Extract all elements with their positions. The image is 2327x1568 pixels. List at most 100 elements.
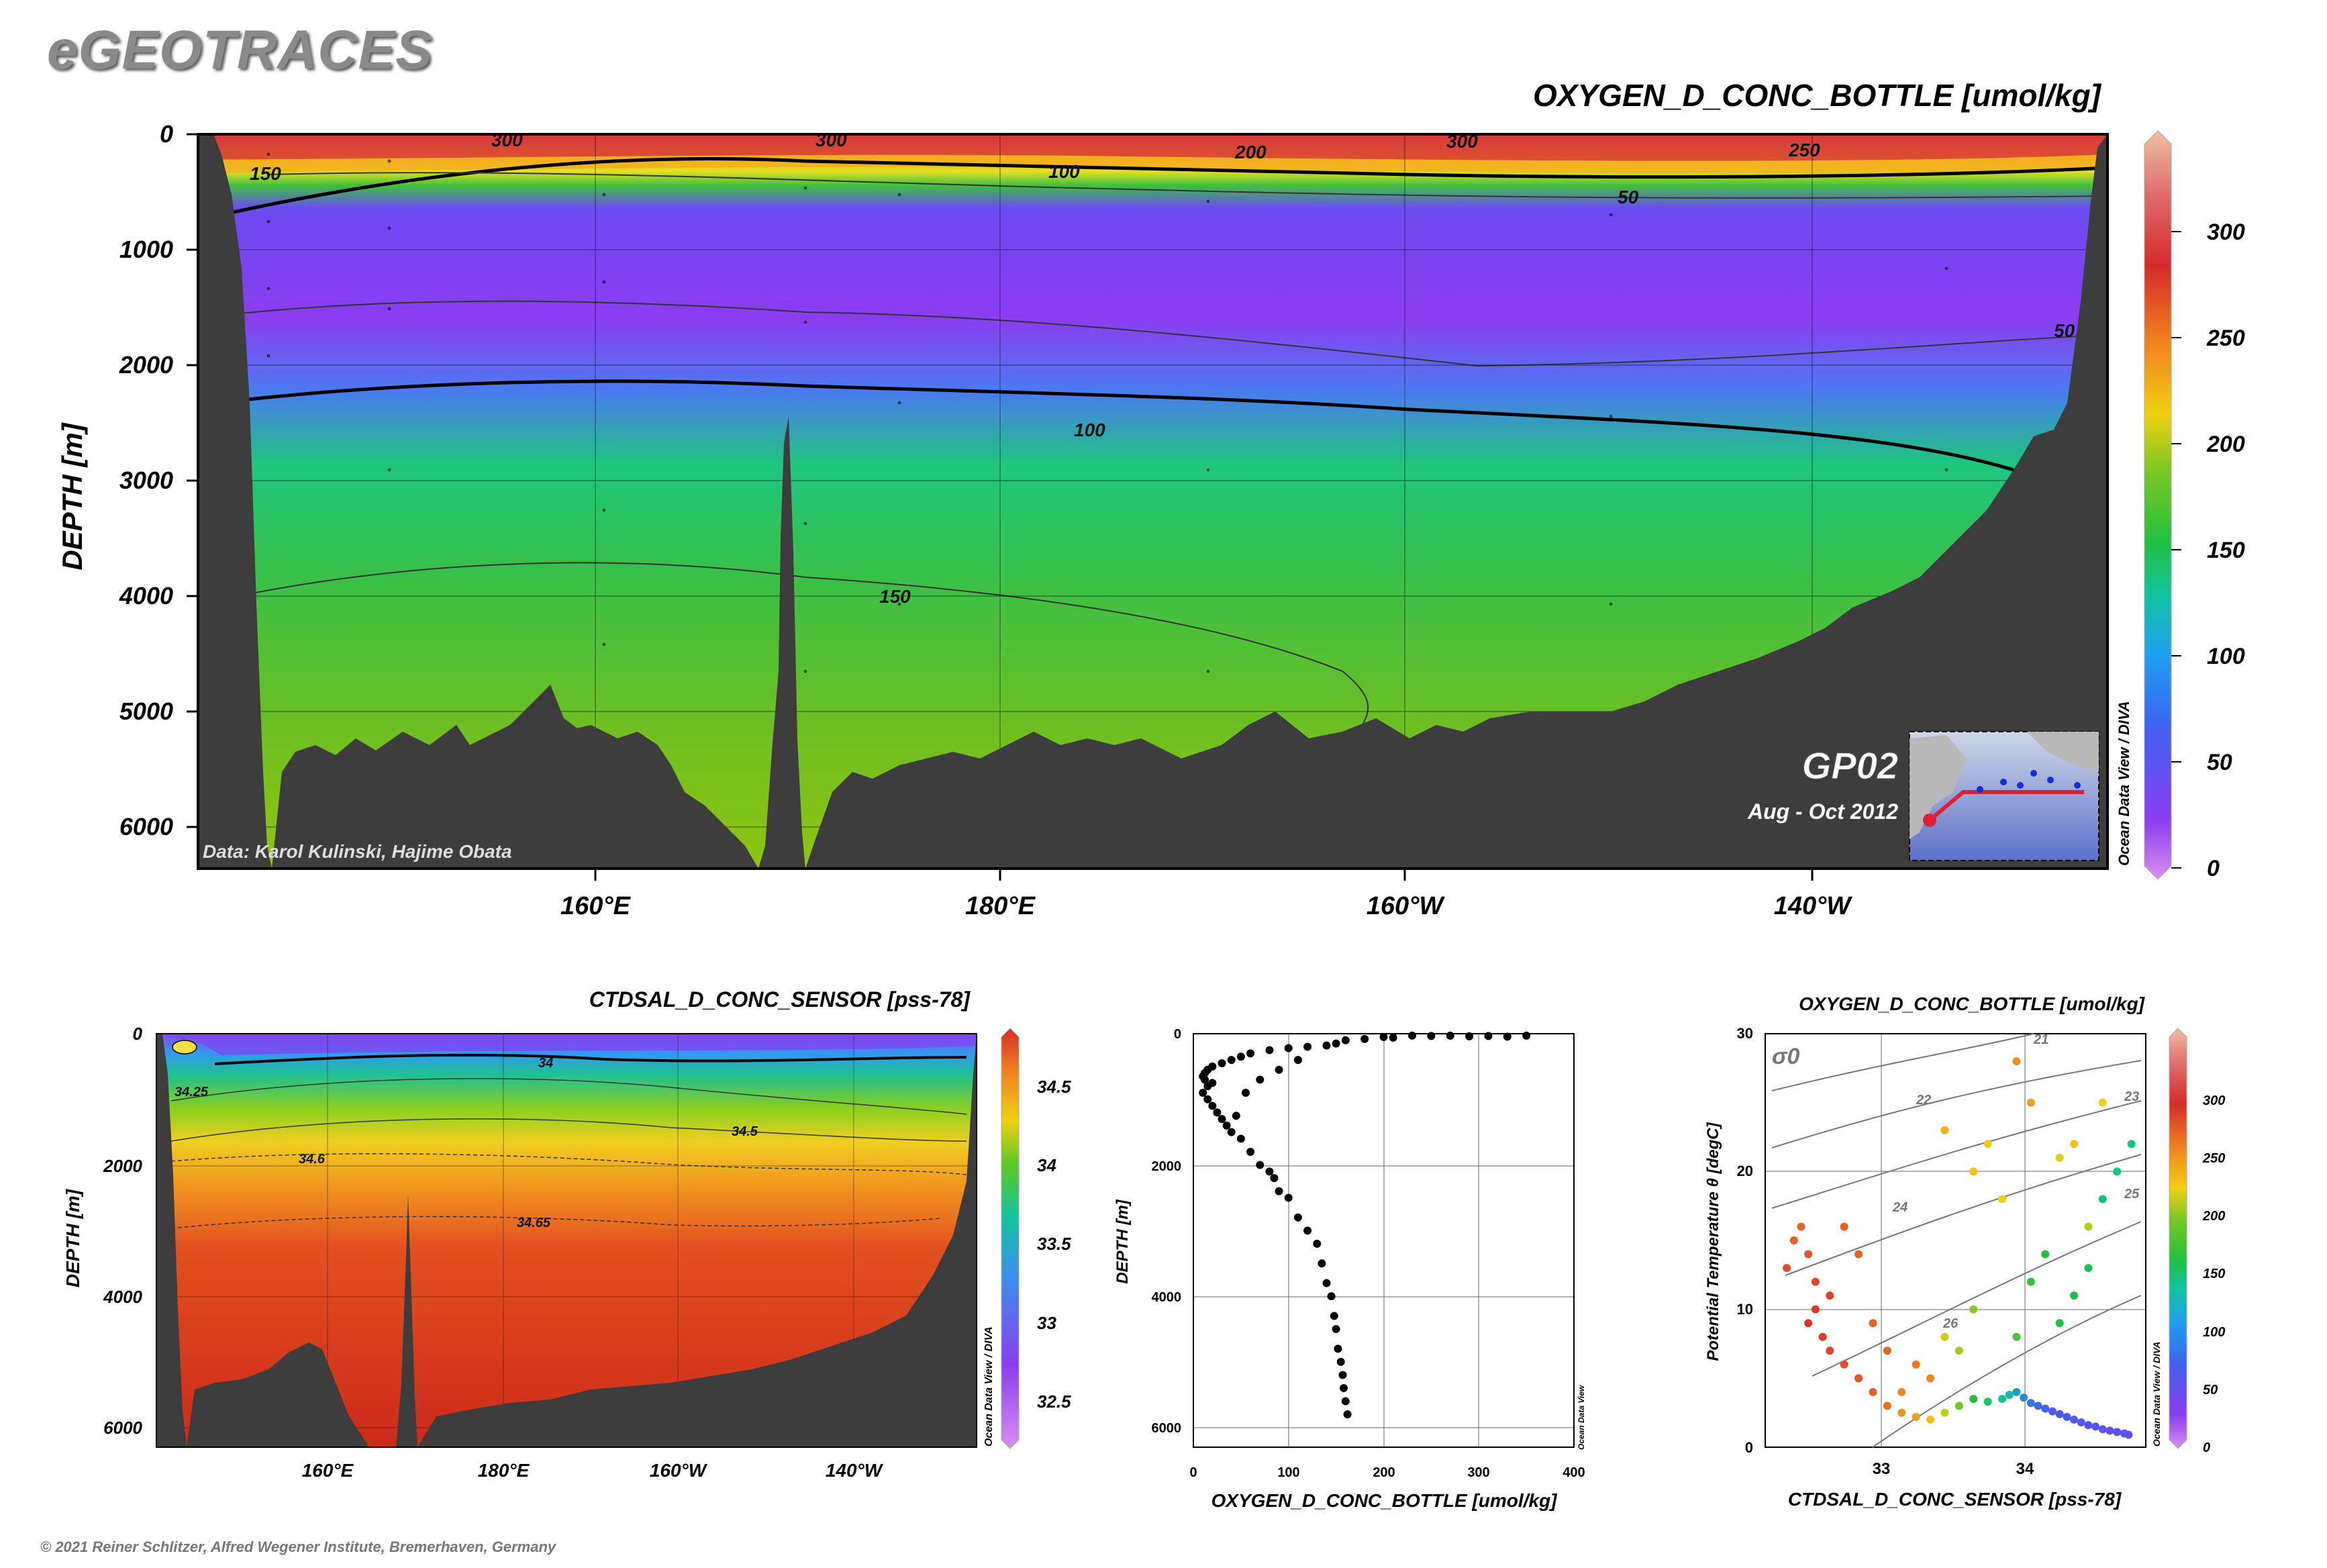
profile-point <box>1246 1049 1255 1058</box>
ts-point <box>1826 1291 1834 1300</box>
profile-point <box>1201 1075 1209 1084</box>
x-axis-label: CTDSAL_D_CONC_SENSOR [pss-78] <box>1788 1489 2122 1510</box>
colorbar-tick: 250 <box>2206 326 2245 351</box>
x-tick: 100 <box>1277 1465 1299 1480</box>
ts-point <box>2127 1140 2136 1148</box>
colorbar-tick: 32.5 <box>1037 1391 1071 1412</box>
profile-point <box>1218 1115 1226 1124</box>
colorbar-tick: 34 <box>1037 1155 1056 1175</box>
profile-point <box>1465 1032 1474 1040</box>
ts-point <box>2026 1399 2035 1408</box>
x-tick: 180°E <box>478 1460 530 1481</box>
ts-point <box>1869 1319 1877 1328</box>
ts-point <box>2113 1428 2122 1436</box>
x-tick: 34 <box>2016 1460 2034 1478</box>
colorbar-credit: Ocean Data View / DIVA <box>983 1326 995 1447</box>
ts-point <box>2012 1332 2021 1341</box>
colorbar-tick: 150 <box>2203 1267 2225 1281</box>
contour-label: 150 <box>879 586 911 607</box>
ts-point <box>1854 1374 1863 1383</box>
y-axis-label: Potential Temperature θ [degC] <box>1704 1122 1722 1361</box>
oxygen-profile-panel: 0 2000 4000 6000 0 100 200 300 400 DEPTH… <box>1113 1027 1586 1511</box>
x-tick: 160°W <box>1367 892 1446 920</box>
profile-point <box>1236 1052 1245 1061</box>
contour-label: 100 <box>1074 420 1105 440</box>
colorbar-tick: 200 <box>2206 432 2245 457</box>
colorbar-tick: 300 <box>2207 219 2245 245</box>
ts-point <box>2055 1319 2064 1328</box>
ts-point <box>1983 1140 1992 1148</box>
ts-point <box>1854 1250 1863 1259</box>
isopycnal-label: 21 <box>2033 1032 2048 1047</box>
x-tick: 140°W <box>1774 892 1853 920</box>
x-tick: 160°E <box>560 892 632 920</box>
ts-point <box>2124 1430 2133 1439</box>
x-tick: 0 <box>1189 1465 1197 1480</box>
profile-point <box>1293 1056 1302 1065</box>
colorbar-tick: 100 <box>2203 1325 2225 1340</box>
y-tick: 2000 <box>103 1156 142 1176</box>
profile-point <box>1379 1032 1388 1041</box>
ts-point <box>1783 1264 1791 1273</box>
ts-point <box>2055 1153 2064 1162</box>
contour-label: 34.6 <box>299 1152 326 1167</box>
salinity-section-title: CTDSAL_D_CONC_SENSOR [pss-78] <box>589 987 971 1012</box>
x-tick: 180°E <box>965 892 1036 920</box>
profile-point <box>1218 1059 1226 1067</box>
ts-points <box>1783 1057 2136 1439</box>
profile-point <box>1322 1041 1331 1050</box>
ts-point <box>2113 1167 2122 1176</box>
data-credit: Data: Karol Kulinski, Hajime Obata <box>203 841 512 862</box>
ts-point <box>2070 1415 2079 1424</box>
ts-point <box>1897 1408 1906 1417</box>
x-tick: 160°E <box>302 1460 354 1481</box>
ts-diagram-panel: OXYGEN_D_CONC_BOTTLE [umol/kg] σ0 21 22 … <box>1704 993 2225 1510</box>
profile-point <box>1227 1128 1236 1136</box>
isopycnal-symbol: σ0 <box>1772 1044 1800 1069</box>
y-tick: 6000 <box>1152 1421 1182 1436</box>
contour-label: 300 <box>815 130 847 150</box>
colorbar-credit: Ocean Data View / DIVA <box>2151 1342 2162 1447</box>
ts-point <box>1983 1398 1992 1406</box>
profile-point <box>1408 1031 1417 1040</box>
ts-point <box>2034 1402 2042 1410</box>
colorbar-tick: 200 <box>2202 1209 2225 1224</box>
y-tick: 1000 <box>119 236 173 263</box>
profile-point <box>1303 1042 1312 1051</box>
ts-point <box>1826 1346 1834 1355</box>
contour-label: 34.5 <box>732 1124 758 1139</box>
isopycnal-label: 25 <box>2124 1187 2140 1202</box>
y-axis-label: DEPTH [m] <box>1113 1199 1132 1283</box>
profile-credit: Ocean Data View <box>1577 1385 1586 1450</box>
y-tick: 4000 <box>1152 1290 1182 1305</box>
profile-point <box>1213 1108 1222 1117</box>
y-axis-label: DEPTH [m] <box>56 422 88 570</box>
isopycnal-label: 24 <box>1892 1200 1908 1215</box>
salinity-colorbar: 32.5 33 33.5 34 34.5 Ocean Data View / D… <box>983 1028 1071 1449</box>
profile-point <box>1284 1044 1293 1052</box>
profile-point <box>1332 1039 1340 1048</box>
contour-label: 34.65 <box>517 1216 551 1230</box>
profile-point <box>1484 1032 1493 1040</box>
profile-point <box>1265 1167 1274 1176</box>
profile-point <box>1322 1279 1331 1287</box>
profile-point <box>1341 1397 1350 1406</box>
profile-point <box>1389 1033 1397 1042</box>
profile-point <box>1330 1312 1338 1320</box>
profile-point <box>1522 1031 1531 1040</box>
ts-point <box>2077 1418 2085 1427</box>
y-tick: 5000 <box>119 697 173 725</box>
ts-point <box>1912 1412 1920 1421</box>
ts-point <box>1940 1332 1949 1341</box>
ts-point <box>1969 1167 1978 1176</box>
y-tick: 6000 <box>103 1418 142 1438</box>
y-tick: 6000 <box>119 813 173 840</box>
ts-point <box>1869 1387 1877 1396</box>
colorbar-tick: 300 <box>2203 1093 2225 1108</box>
profile-point <box>1275 1187 1283 1195</box>
y-tick: 0 <box>1745 1439 1753 1456</box>
profile-point <box>1338 1371 1347 1379</box>
ts-point <box>1926 1374 1935 1383</box>
profile-point <box>1427 1032 1436 1040</box>
profile-point <box>1336 1357 1345 1366</box>
